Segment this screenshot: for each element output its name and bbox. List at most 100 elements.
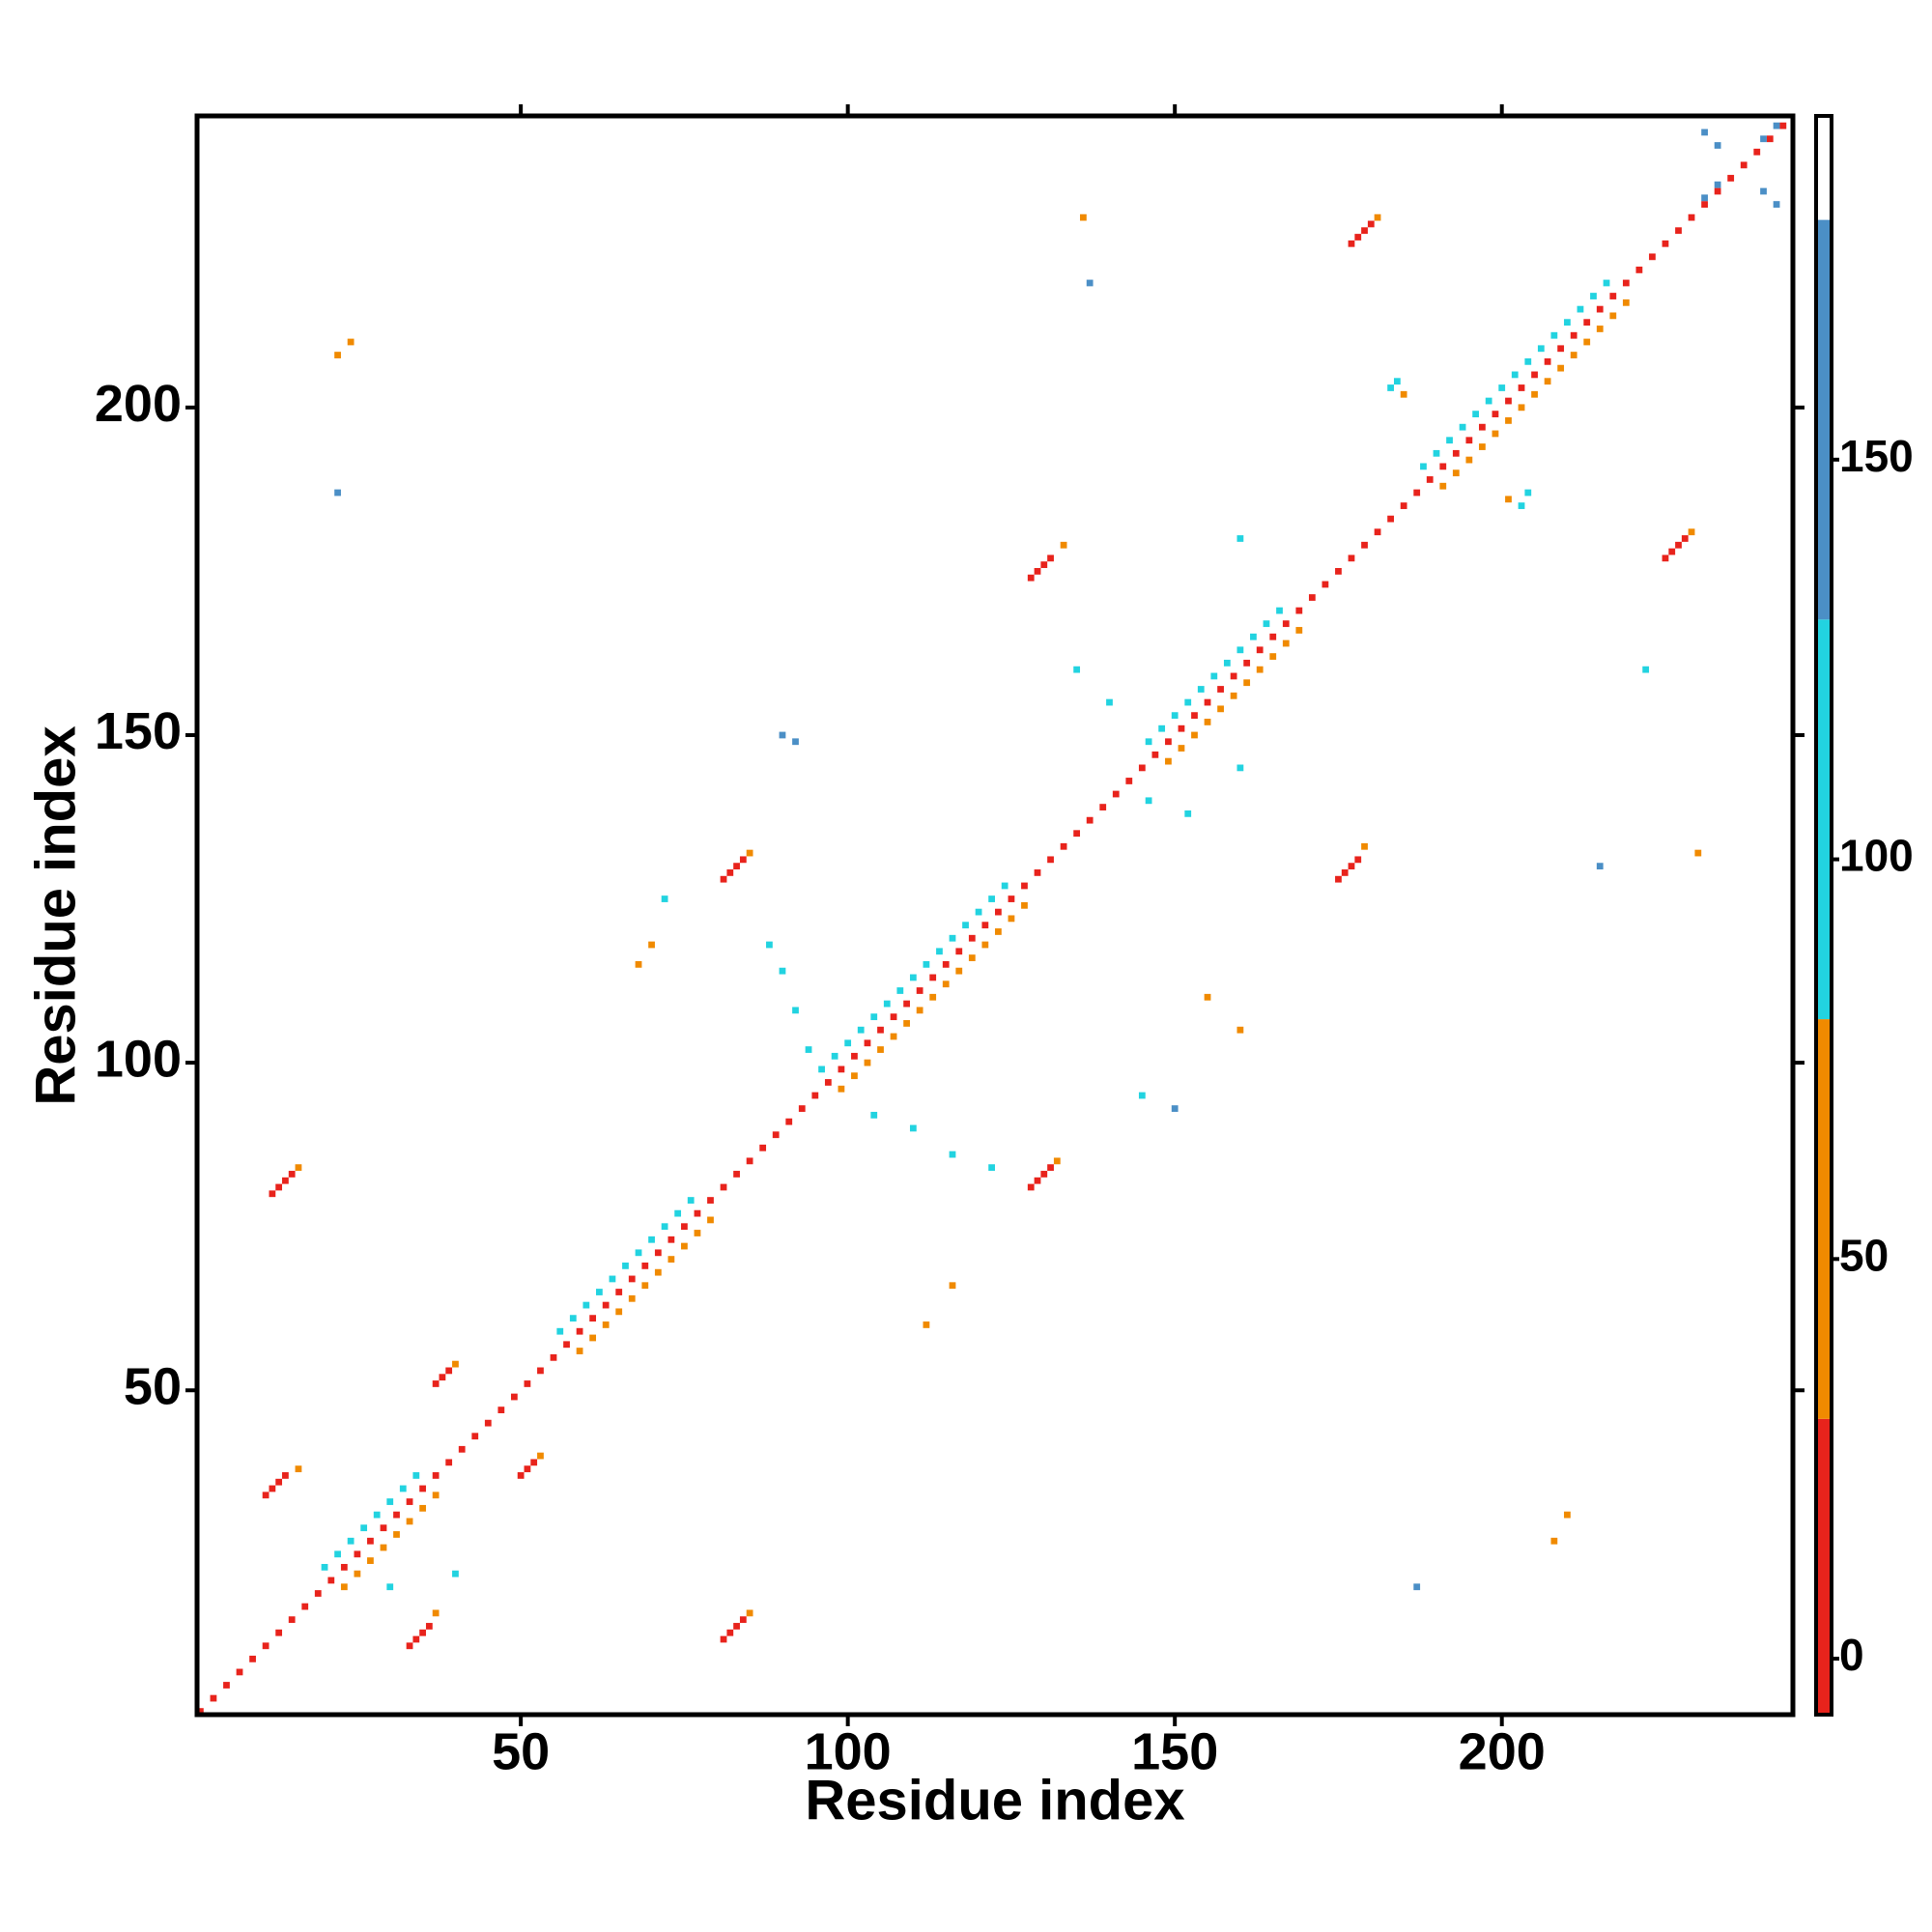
heatmap-cell <box>1779 122 1787 129</box>
colorbar-tick-label: 0 <box>1839 1630 1864 1680</box>
heatmap-cell <box>1361 842 1368 850</box>
heatmap-cell <box>1675 227 1682 235</box>
heatmap-cell <box>838 1085 845 1093</box>
colorbar-bin <box>1818 1418 1830 1715</box>
heatmap-cell <box>524 1465 531 1473</box>
heatmap-cell <box>1694 849 1702 857</box>
heatmap-cell <box>1740 161 1747 169</box>
heatmap-cell <box>1367 220 1375 228</box>
heatmap-cell <box>1564 319 1571 327</box>
heatmap-cell <box>406 1498 413 1505</box>
heatmap-cell <box>1236 535 1244 542</box>
heatmap-cell <box>1034 869 1041 876</box>
heatmap-cell <box>1452 449 1460 457</box>
heatmap-cell <box>792 1007 799 1014</box>
heatmap-cell <box>1557 345 1565 353</box>
heatmap-cell <box>210 1694 217 1702</box>
heatmap-cell <box>275 1478 283 1486</box>
y-axis-title: Residue index <box>24 725 87 1105</box>
heatmap-cell <box>1230 672 1237 680</box>
heatmap-cell <box>1361 227 1368 235</box>
heatmap-cell <box>733 1623 740 1630</box>
heatmap-cell <box>419 1504 426 1512</box>
heatmap-cell <box>838 1065 845 1073</box>
heatmap-cell <box>282 1177 289 1184</box>
heatmap-cell <box>550 1353 557 1361</box>
heatmap-cell <box>1191 712 1198 720</box>
heatmap-cell <box>726 869 734 876</box>
heatmap-cell <box>1400 502 1407 509</box>
heatmap-cell <box>1668 548 1676 555</box>
heatmap-cell <box>635 1249 642 1257</box>
heatmap-cell <box>746 849 753 857</box>
heatmap-cell <box>1047 1164 1054 1172</box>
heatmap-cell <box>1204 698 1211 706</box>
heatmap-cell <box>1348 863 1355 870</box>
heatmap-cell <box>1269 653 1277 660</box>
heatmap-cell <box>720 1183 727 1191</box>
heatmap-cell <box>1524 489 1532 497</box>
heatmap-cell <box>1197 686 1205 693</box>
heatmap-cell <box>936 948 943 955</box>
heatmap-cell <box>1256 646 1264 654</box>
heatmap-cell <box>909 974 917 981</box>
heatmap-cell <box>1492 430 1499 438</box>
heatmap-cell <box>412 1472 420 1479</box>
heatmap-cell <box>1701 128 1708 136</box>
heatmap-cell <box>393 1531 400 1538</box>
heatmap-cell <box>720 1635 727 1643</box>
heatmap-cell <box>524 1380 531 1387</box>
heatmap-cell <box>975 908 982 916</box>
heatmap-cell <box>1165 738 1172 746</box>
heatmap-cell <box>1138 764 1146 772</box>
heatmap-cell <box>1649 253 1656 261</box>
heatmap-cell <box>1250 633 1257 640</box>
heatmap-cell <box>654 1268 662 1276</box>
colorbar-bin <box>1818 219 1830 620</box>
heatmap-cell <box>1204 719 1211 725</box>
heatmap-cell <box>870 1013 878 1021</box>
colorbar-tick-label: 150 <box>1839 431 1914 481</box>
heatmap-cell <box>857 1026 865 1034</box>
heatmap-cell <box>1714 142 1721 149</box>
heatmap-cell <box>262 1492 270 1499</box>
heatmap-cell <box>1760 187 1767 195</box>
heatmap-cell <box>916 987 923 994</box>
heatmap-cell <box>432 1380 440 1387</box>
heatmap-cell <box>347 1537 355 1545</box>
heatmap-cell <box>367 1537 374 1545</box>
heatmap-cell <box>1773 201 1780 208</box>
heatmap-cell <box>648 941 655 949</box>
heatmap-cell <box>1452 469 1460 477</box>
heatmap-cells <box>197 122 1787 1715</box>
heatmap-cell <box>439 1374 446 1381</box>
heatmap-cell <box>995 908 1002 916</box>
heatmap-cell <box>1662 240 1669 247</box>
heatmap-cell <box>419 1485 426 1492</box>
heatmap-cell <box>923 1321 930 1328</box>
heatmap-cell <box>1223 659 1231 667</box>
heatmap-cell <box>1531 371 1538 379</box>
heatmap-cell <box>1348 554 1355 562</box>
heatmap-cell <box>1544 378 1551 385</box>
heatmap-cell <box>275 1629 283 1636</box>
heatmap-cell <box>1439 463 1447 470</box>
heatmap-cell <box>386 1498 394 1505</box>
heatmap-cell <box>1282 620 1290 628</box>
x-tick-label: 50 <box>492 1722 550 1780</box>
heatmap-cell <box>1040 1171 1048 1178</box>
heatmap-cell <box>373 1511 381 1519</box>
heatmap-cell <box>1603 279 1610 287</box>
heatmap-cell <box>962 922 969 929</box>
colorbar-tick-label: 100 <box>1839 831 1914 881</box>
heatmap-cell <box>1518 404 1525 412</box>
heatmap-cell <box>1570 352 1577 358</box>
heatmap-cell <box>929 974 937 981</box>
heatmap-cell <box>864 1059 871 1066</box>
x-tick-label: 200 <box>1459 1722 1546 1780</box>
heatmap-cell <box>1178 724 1185 732</box>
heatmap-cell <box>1413 489 1421 497</box>
heatmap-cell <box>1492 411 1499 418</box>
heatmap-cell <box>425 1623 433 1630</box>
